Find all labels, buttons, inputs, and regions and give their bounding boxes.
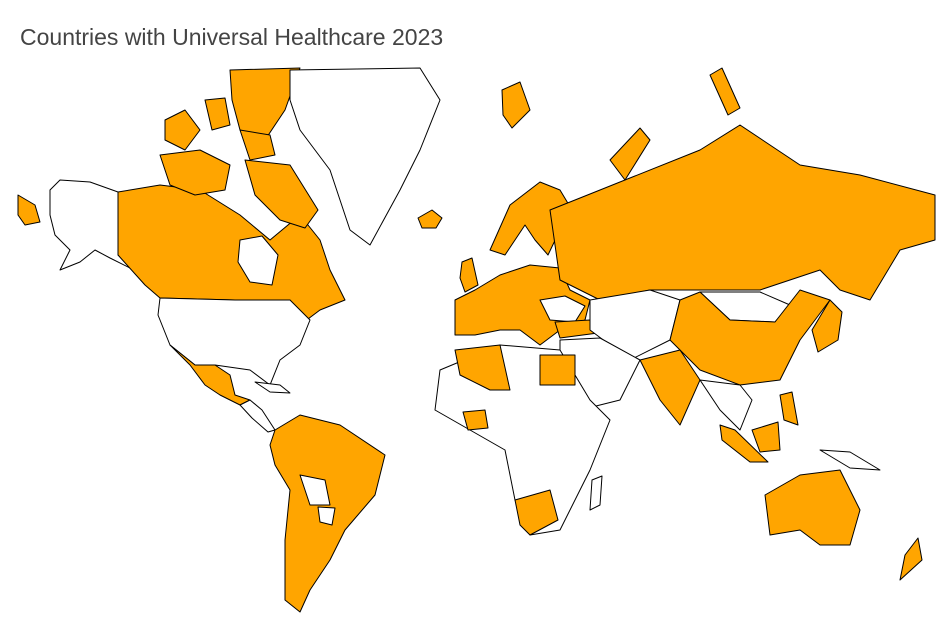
arctic-island — [164, 109, 201, 151]
baffin-island — [244, 159, 319, 229]
egypt — [539, 354, 576, 386]
new-zealand — [899, 537, 923, 581]
arctic-island — [239, 129, 276, 161]
russia — [549, 124, 936, 301]
bolivia — [299, 474, 331, 506]
hudson-bay — [237, 235, 279, 286]
paraguay — [317, 506, 336, 526]
west-island — [17, 194, 41, 226]
canada — [117, 184, 346, 326]
west-africa — [462, 409, 489, 431]
usa — [157, 297, 311, 386]
japan — [811, 299, 843, 353]
philippines — [779, 391, 799, 426]
britain — [459, 257, 479, 293]
southeast-asia — [699, 379, 753, 431]
india — [639, 349, 701, 426]
franz-josef — [709, 67, 741, 116]
svalbard — [501, 81, 531, 129]
greenland — [289, 67, 441, 246]
arctic-island — [159, 149, 231, 196]
indonesia — [719, 424, 769, 463]
algeria — [454, 344, 511, 391]
china — [669, 289, 831, 386]
arctic-island — [204, 97, 231, 131]
south-africa — [514, 489, 559, 536]
australia — [764, 469, 861, 546]
alaska — [49, 179, 136, 271]
eastern-europe — [539, 295, 586, 323]
madagascar — [589, 475, 603, 511]
borneo — [751, 421, 781, 453]
novaya-zemlya — [609, 127, 651, 181]
iceland — [417, 209, 443, 229]
cuba — [254, 381, 291, 394]
map-title: Countries with Universal Healthcare 2023 — [20, 24, 444, 50]
new-guinea — [819, 449, 881, 471]
central-america — [239, 399, 276, 433]
